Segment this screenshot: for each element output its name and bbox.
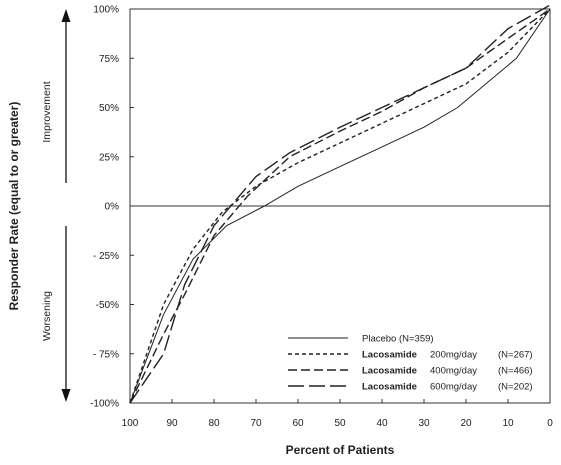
y-tick-label: 0% [105, 202, 120, 213]
legend-n: (N=466) [498, 366, 533, 377]
x-axis: 100 90 80 70 60 50 40 30 20 10 0 [122, 399, 553, 429]
y-tick-label: 100% [93, 5, 119, 16]
series-line-4 [129, 4, 551, 404]
legend-n: (N=202) [498, 382, 533, 393]
x-tick-label: 40 [376, 418, 388, 429]
legend-dose: 200mg/day [430, 350, 477, 361]
legend-dose: 400mg/day [430, 366, 477, 377]
x-tick-label: 20 [460, 418, 472, 429]
x-tick-label: 60 [292, 418, 304, 429]
series-line-1 [129, 8, 551, 404]
y-tick-label: 25% [99, 152, 119, 163]
y-tick-label: - 75% [93, 349, 119, 360]
x-tick-label: 50 [334, 418, 346, 429]
worsening-arrow: Worsening [41, 226, 71, 402]
up-arrow-icon [61, 9, 71, 22]
series-line-3 [129, 8, 551, 404]
y-tick-label: -50% [96, 300, 119, 311]
x-tick-label: 30 [418, 418, 430, 429]
x-axis-label: Percent of Patients [286, 443, 395, 457]
legend-drug-name: Lacosamide [362, 350, 417, 361]
y-tick-label: - 25% [93, 251, 119, 262]
y-axis: 100% 75% 50% 25% 0% - 25% -50% - 75% -100% [90, 5, 134, 410]
y-tick-label: 75% [99, 54, 119, 65]
series-lines [129, 4, 551, 404]
legend-dose: 600mg/day [430, 382, 477, 393]
legend-label: Placebo (N=359) [362, 334, 434, 345]
legend: Placebo (N=359) Lacosamide 200mg/day (N=267… [288, 334, 533, 393]
x-tick-label: 70 [250, 418, 262, 429]
legend-drug-name: Lacosamide [362, 382, 417, 393]
y-tick-label: -100% [90, 399, 119, 410]
y-tick-label: 50% [99, 103, 119, 114]
x-tick-label: 10 [502, 418, 514, 429]
x-tick-label: 100 [122, 418, 139, 429]
series-line-2 [129, 8, 551, 404]
improvement-arrow: Improvement [41, 9, 71, 183]
improvement-label: Improvement [41, 81, 53, 142]
x-tick-label: 90 [166, 418, 178, 429]
y-axis-label: Responder Rate (equal to or greater) [7, 102, 21, 311]
down-arrow-icon [61, 389, 71, 402]
x-tick-label: 80 [208, 418, 220, 429]
legend-n: (N=267) [498, 350, 533, 361]
legend-drug-name: Lacosamide [362, 366, 417, 377]
worsening-label: Worsening [41, 291, 53, 341]
x-tick-label: 0 [547, 418, 553, 429]
